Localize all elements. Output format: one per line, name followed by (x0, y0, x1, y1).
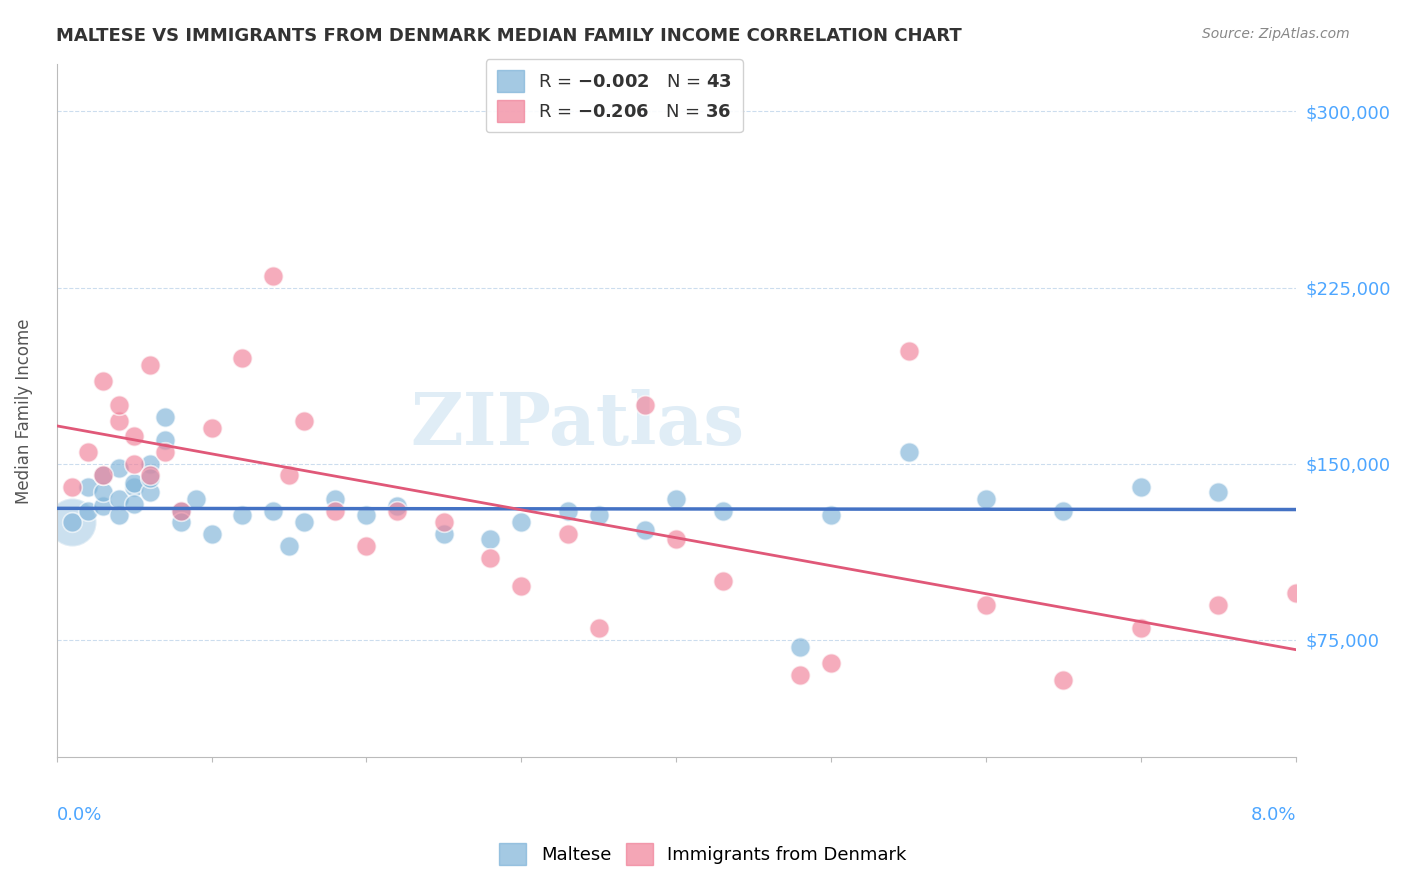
Point (325, 491, 347, 506)
Point (262, 504, 284, 518)
Point (294, 414, 316, 428)
Point (122, 497, 145, 511)
Point (138, 468, 160, 483)
Point (91, 375, 114, 389)
Point (820, 508, 842, 523)
Point (200, 527, 222, 541)
Point (1285, 586, 1308, 600)
Point (278, 468, 301, 483)
Point (107, 491, 129, 506)
Point (122, 428, 145, 442)
Point (107, 414, 129, 428)
Point (510, 579, 533, 593)
Point (557, 504, 579, 518)
Point (479, 532, 502, 546)
Point (169, 504, 191, 518)
Point (1208, 598, 1230, 612)
Point (479, 550, 502, 565)
Point (387, 499, 409, 513)
Point (1052, 504, 1074, 518)
Point (91, 499, 114, 513)
Point (91, 468, 114, 483)
Point (433, 527, 456, 541)
Y-axis label: Median Family Income: Median Family Income (15, 318, 32, 504)
Point (76, 480, 98, 494)
Legend: Maltese, Immigrants from Denmark: Maltese, Immigrants from Denmark (491, 834, 915, 874)
Point (820, 657, 842, 671)
Point (122, 480, 145, 494)
Point (60, 480, 83, 494)
Point (711, 574, 734, 589)
Point (91, 484, 114, 499)
Point (294, 516, 316, 530)
Point (634, 523, 657, 537)
Point (138, 484, 160, 499)
Text: 0.0%: 0.0% (56, 805, 103, 824)
Point (122, 475, 145, 490)
Point (91, 468, 114, 483)
Point (356, 508, 378, 523)
Point (60, 516, 83, 530)
Point (665, 491, 688, 506)
Point (897, 445, 920, 459)
Point (588, 508, 610, 523)
Point (1129, 480, 1152, 494)
Point (278, 539, 301, 553)
Point (138, 358, 160, 372)
Point (184, 491, 207, 506)
Point (262, 268, 284, 283)
Point (107, 398, 129, 412)
Point (356, 539, 378, 553)
Point (231, 351, 253, 365)
Point (138, 457, 160, 471)
Point (510, 516, 533, 530)
Point (1129, 621, 1152, 635)
Point (153, 409, 176, 424)
Point (153, 434, 176, 448)
Point (1052, 673, 1074, 687)
Legend: R = $\bf{-0.002}$   N = $\bf{43}$, R = $\bf{-0.206}$   N = $\bf{36}$: R = $\bf{-0.002}$ N = $\bf{43}$, R = $\b… (485, 60, 742, 132)
Point (76, 504, 98, 518)
Point (200, 421, 222, 435)
Point (60, 516, 83, 530)
Point (138, 471, 160, 485)
Text: ZIPatlas: ZIPatlas (411, 389, 744, 460)
Point (231, 508, 253, 523)
Text: MALTESE VS IMMIGRANTS FROM DENMARK MEDIAN FAMILY INCOME CORRELATION CHART: MALTESE VS IMMIGRANTS FROM DENMARK MEDIA… (56, 27, 962, 45)
Point (169, 516, 191, 530)
Point (1208, 484, 1230, 499)
Point (557, 527, 579, 541)
Point (122, 457, 145, 471)
Point (387, 504, 409, 518)
Point (107, 461, 129, 475)
Point (711, 504, 734, 518)
Point (634, 398, 657, 412)
Point (169, 504, 191, 518)
Point (897, 343, 920, 358)
Point (665, 532, 688, 546)
Point (433, 516, 456, 530)
Point (588, 621, 610, 635)
Point (153, 445, 176, 459)
Point (325, 504, 347, 518)
Text: Source: ZipAtlas.com: Source: ZipAtlas.com (1202, 27, 1350, 41)
Point (789, 668, 811, 682)
Text: 8.0%: 8.0% (1250, 805, 1296, 824)
Point (974, 598, 997, 612)
Point (974, 491, 997, 506)
Point (76, 445, 98, 459)
Point (107, 508, 129, 523)
Point (789, 640, 811, 654)
